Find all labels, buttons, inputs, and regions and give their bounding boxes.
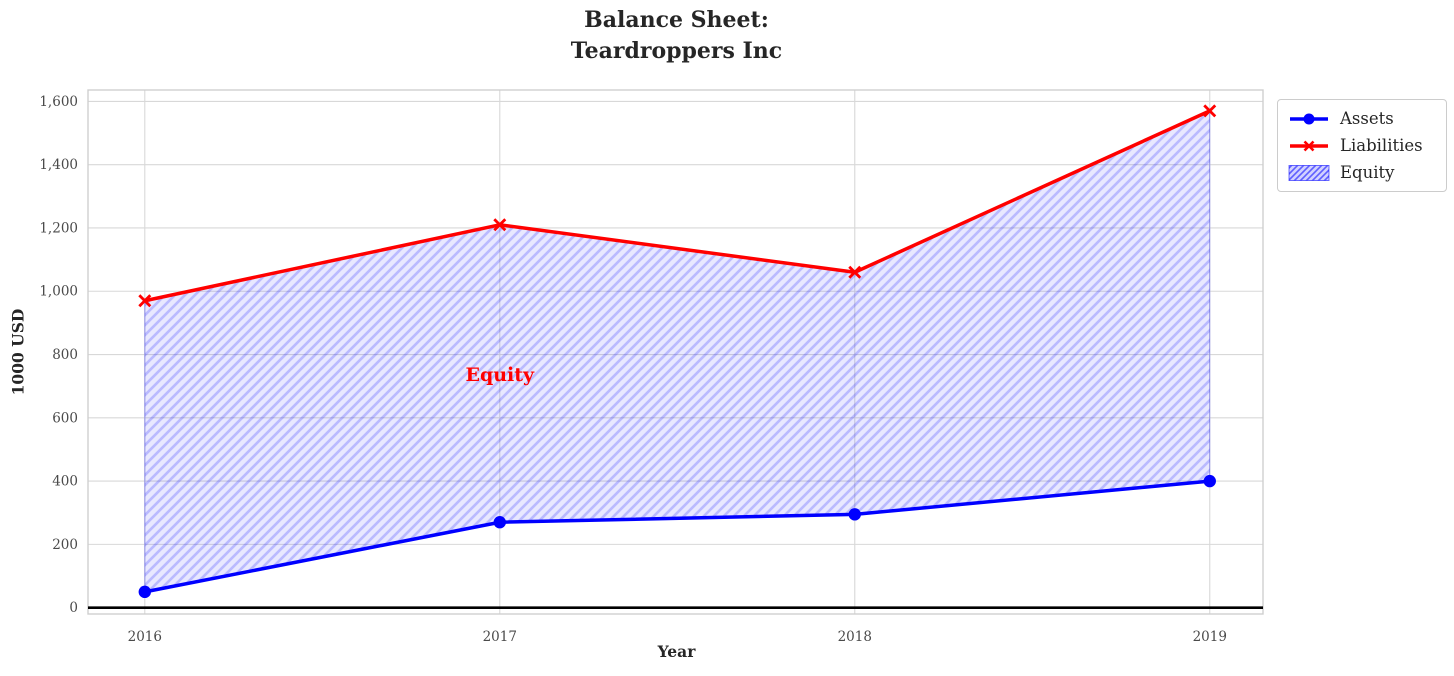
assets-point-marker [493,516,506,529]
x-tick-label: 2018 [838,629,872,645]
x-tick-label: 2019 [1193,629,1227,645]
legend: Assets Liabilities Equity [1277,99,1447,192]
legend-label-equity: Equity [1340,163,1395,182]
legend-item-equity: Equity [1288,162,1436,183]
liabilities-point-marker [848,265,862,279]
plot-frame [87,89,1264,615]
legend-label-assets: Assets [1340,109,1394,128]
legend-item-assets: Assets [1288,108,1436,129]
y-tick-label: 200 [52,537,78,553]
assets-line-swatch-icon [1288,109,1330,129]
series-liabilities [138,104,1217,308]
series-assets [138,474,1216,599]
x-axis-label: Year [657,642,696,661]
y-axis-label: 1000 USD [8,308,28,396]
y-tick-label: 1,400 [39,157,78,173]
legend-item-liabilities: Liabilities [1288,135,1436,156]
liabilities-point-marker [138,294,152,308]
assets-point-marker [848,508,861,521]
y-tick-label: 0 [69,600,78,616]
chart-title: Balance Sheet: Teardroppers Inc [570,7,783,64]
y-tick-label: 600 [52,410,78,426]
y-tick-label: 400 [52,474,78,490]
liabilities-point-marker [493,218,507,232]
assets-point-marker [1203,474,1216,488]
y-tick-label: 800 [52,347,78,363]
x-tick-label: 2016 [128,629,162,645]
liabilities-point-marker [1203,104,1217,118]
y-tick-label: 1,600 [39,94,78,110]
legend-label-liabilities: Liabilities [1340,136,1423,155]
equity-annotation: Equity [465,364,535,386]
x-tick-label: 2017 [483,629,517,645]
y-tick-label: 1,200 [39,220,78,236]
tick-labels: 0 200 400 600 800 1,000 1,200 1,400 1,600 2016 201… [39,94,1227,645]
equity-patch-swatch-icon [1288,163,1330,183]
y-tick-label: 1,000 [39,284,78,300]
liabilities-line-swatch-icon [1288,136,1330,156]
assets-point-marker [138,585,151,599]
